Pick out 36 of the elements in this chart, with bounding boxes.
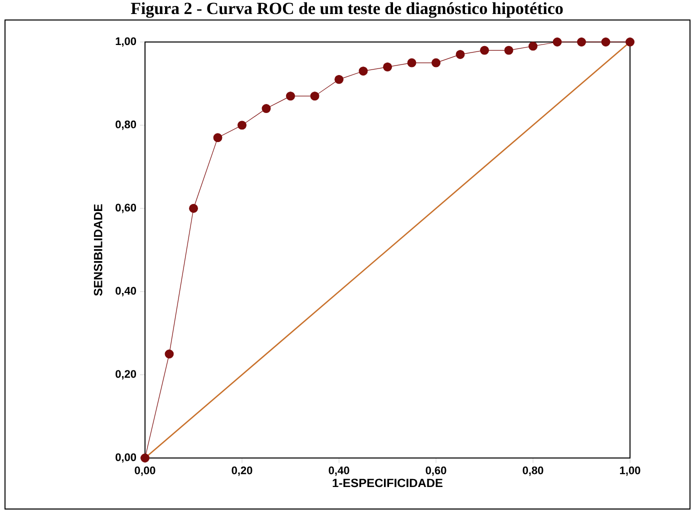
y-axis-title: SENSIBILIDADE — [94, 204, 102, 296]
point — [213, 133, 222, 142]
point — [456, 50, 465, 59]
x-tick-label: 0,00 — [134, 466, 156, 476]
x-tick-label: 1,00 — [620, 466, 640, 476]
x-tick-label: 0,20 — [232, 466, 252, 476]
y-tick-label: 0,80 — [116, 120, 136, 130]
point — [238, 120, 246, 130]
y-tick-label: 0,00 — [116, 453, 136, 463]
point — [601, 38, 610, 46]
point — [480, 46, 489, 55]
point — [383, 62, 392, 72]
y-tick-label: 1,00 — [116, 37, 136, 47]
point — [334, 74, 344, 84]
point — [504, 46, 514, 55]
y-tick-label: 0,60 — [116, 204, 136, 214]
point — [407, 58, 416, 68]
x-tick-label: 0,40 — [328, 466, 350, 476]
point — [262, 104, 271, 114]
x-tick-label: 0,60 — [426, 466, 446, 476]
point — [286, 92, 295, 101]
point — [140, 454, 150, 462]
y-tick-label: 0,40 — [116, 286, 136, 296]
point — [552, 38, 562, 46]
point — [626, 38, 634, 46]
point — [189, 204, 198, 213]
chart-title: Figura 2 - Curva ROC de um teste de diagnóstico hipotético — [130, 2, 563, 18]
x-tick-label: 0,80 — [522, 466, 544, 476]
y-tick-label: 0,20 — [116, 370, 136, 380]
point — [310, 92, 320, 101]
point — [164, 350, 174, 358]
point — [432, 58, 440, 68]
point — [528, 42, 538, 51]
point — [358, 66, 368, 76]
point — [577, 38, 586, 46]
x-axis-title: 1-ESPECIFICIDADE — [332, 478, 442, 488]
